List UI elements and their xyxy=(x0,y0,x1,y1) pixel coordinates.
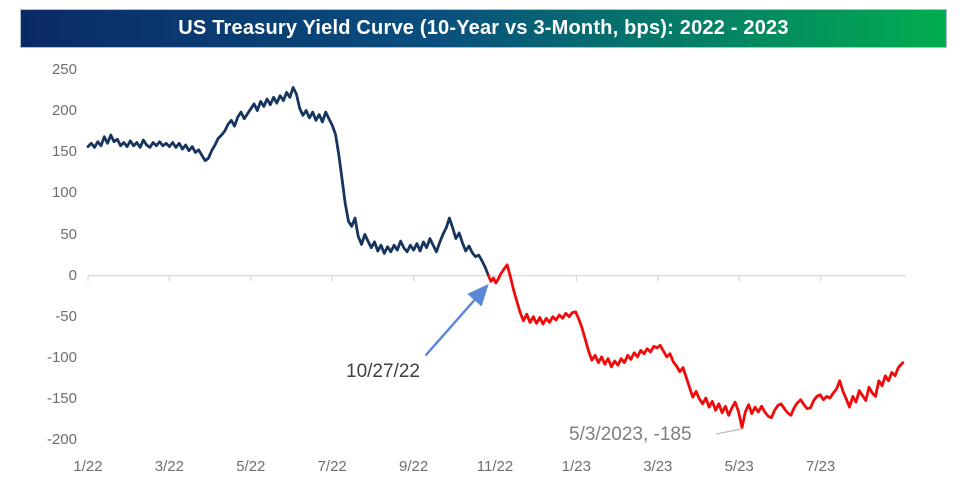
x-axis-label: 7/22 xyxy=(317,458,347,475)
y-axis-label: -50 xyxy=(55,307,77,325)
chart-title: US Treasury Yield Curve (10-Year vs 3-Mo… xyxy=(178,17,789,39)
series-line-post-inversion xyxy=(487,263,905,430)
series-line-pre-inversion xyxy=(86,86,490,278)
chart-title-bar: US Treasury Yield Curve (10-Year vs 3-Mo… xyxy=(20,9,947,48)
x-axis-label: 7/23 xyxy=(805,458,836,475)
x-axis-label: 3/23 xyxy=(643,458,673,475)
x-axis-label: 1/23 xyxy=(561,458,591,475)
low-point-leader-line xyxy=(715,427,745,435)
low-point-annotation: 5/3/2023, -185 xyxy=(569,424,692,445)
y-axis-label: 0 xyxy=(68,266,77,284)
inversion-arrow xyxy=(424,284,489,357)
y-axis-label: -200 xyxy=(46,430,77,448)
x-axis-label: 11/22 xyxy=(476,458,514,475)
y-axis-label: 200 xyxy=(51,102,77,120)
x-axis-label: 1/22 xyxy=(73,458,103,475)
y-axis-label: -100 xyxy=(46,348,77,366)
inversion-date-annotation: 10/27/22 xyxy=(346,361,420,382)
y-axis-label: 250 xyxy=(51,61,77,79)
y-axis-label: 150 xyxy=(51,143,77,161)
y-axis-label: 100 xyxy=(51,184,77,202)
x-axis-label: 3/22 xyxy=(154,458,184,475)
x-axis-label: 5/22 xyxy=(236,458,266,475)
y-axis-label: -150 xyxy=(46,389,77,407)
x-axis-label: 9/22 xyxy=(398,458,429,475)
x-axis-label: 5/23 xyxy=(724,458,754,475)
y-axis-label: 50 xyxy=(60,225,77,243)
